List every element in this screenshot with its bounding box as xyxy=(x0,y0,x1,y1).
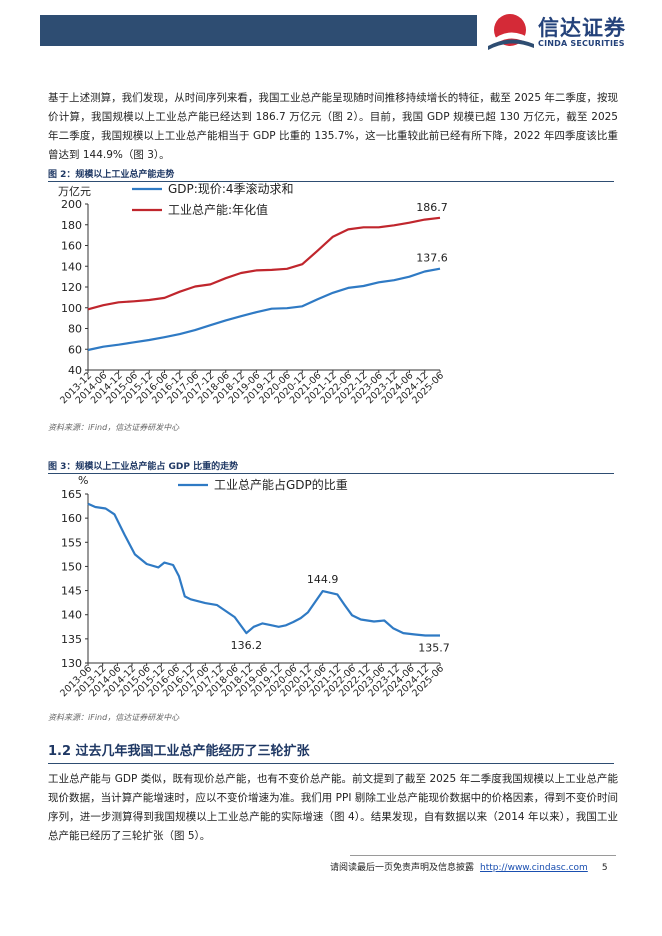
y-tick-label-5: 155 xyxy=(61,536,82,549)
y-tick-label-5: 140 xyxy=(61,260,82,273)
y-tick-label-0: 130 xyxy=(61,657,82,670)
footer-website-link[interactable]: http://www.cindasc.com xyxy=(480,863,588,873)
y-tick-label-3: 145 xyxy=(61,585,82,598)
body-paragraph: 工业总产能与 GDP 类似，既有现价总产能，也有不变价总产能。前文提到了截至 2… xyxy=(48,773,618,842)
y-tick-label-6: 160 xyxy=(61,512,82,525)
header-bar xyxy=(40,15,477,46)
footer: 请阅读最后一页免责声明及信息披露 http://www.cindasc.com 5 xyxy=(330,860,608,873)
y-tick-label-8: 200 xyxy=(61,198,82,211)
figure-2-rule xyxy=(48,181,614,182)
legend-label-0: GDP:现价:4季滚动求和 xyxy=(168,182,294,196)
cinda-logo: 信达证券 CINDA SECURITIES xyxy=(486,12,636,52)
figure-3-title: 图 3：规模以上工业总产能占 GDP 比重的走势 xyxy=(48,462,239,472)
y-tick-label-7: 180 xyxy=(61,219,82,232)
intro-paragraph: 基于上述测算，我们发现，从时间序列来看，我国工业总产能呈现随时间推移持续增长的特… xyxy=(48,92,618,161)
y-tick-label-4: 120 xyxy=(61,281,82,294)
legend-label-1: 工业总产能:年化值 xyxy=(168,202,268,217)
series-line-0 xyxy=(87,502,440,637)
section-rule xyxy=(48,763,614,764)
unit-label: % xyxy=(78,474,88,487)
logo-chinese-name: 信达证券 xyxy=(538,16,626,40)
y-tick-label-1: 135 xyxy=(61,633,82,646)
annotation-label-0: 136.2 xyxy=(231,639,263,652)
y-tick-label-2: 140 xyxy=(61,609,82,622)
annotation-label-1: 144.9 xyxy=(307,573,339,586)
y-tick-label-7: 165 xyxy=(61,488,82,501)
logo-english-name: CINDA SECURITIES xyxy=(538,39,625,48)
y-tick-label-4: 150 xyxy=(61,560,82,573)
y-tick-label-1: 60 xyxy=(68,343,82,356)
figure-3-rule xyxy=(48,473,614,474)
y-tick-label-3: 100 xyxy=(61,302,82,315)
footer-rule xyxy=(350,855,616,856)
figure-2-source: 资料来源：iFind，信达证券研发中心 xyxy=(48,423,180,432)
legend-label-0: 工业总产能占GDP的比重 xyxy=(214,477,348,492)
data-label-0: 137.6 xyxy=(416,252,448,265)
cinda-logo-icon xyxy=(488,14,534,50)
section-heading: 1.2 过去几年我国工业总产能经历了三轮扩张 xyxy=(48,744,310,759)
figure-2-chart: 4060801001201401601802002013-122014-0620… xyxy=(58,182,448,406)
figure-2-title: 图 2：规模以上工业总产能走势 xyxy=(48,170,175,180)
annotation-label-2: 135.7 xyxy=(418,641,450,654)
unit-label: 万亿元 xyxy=(58,185,91,198)
figure-3-chart: 1301351401451501551601652013-062013-1220… xyxy=(58,474,450,699)
data-label-1: 186.7 xyxy=(416,201,448,214)
y-tick-label-0: 40 xyxy=(68,364,82,377)
figure-3-source: 资料来源：iFind，信达证券研发中心 xyxy=(48,713,180,722)
y-tick-label-6: 160 xyxy=(61,240,82,253)
page-number: 5 xyxy=(601,863,608,873)
y-tick-label-2: 80 xyxy=(68,323,82,336)
series-line-1 xyxy=(87,216,441,311)
footer-disclaimer: 请阅读最后一页免责声明及信息披露 xyxy=(330,863,475,873)
series-line-0 xyxy=(87,267,441,352)
